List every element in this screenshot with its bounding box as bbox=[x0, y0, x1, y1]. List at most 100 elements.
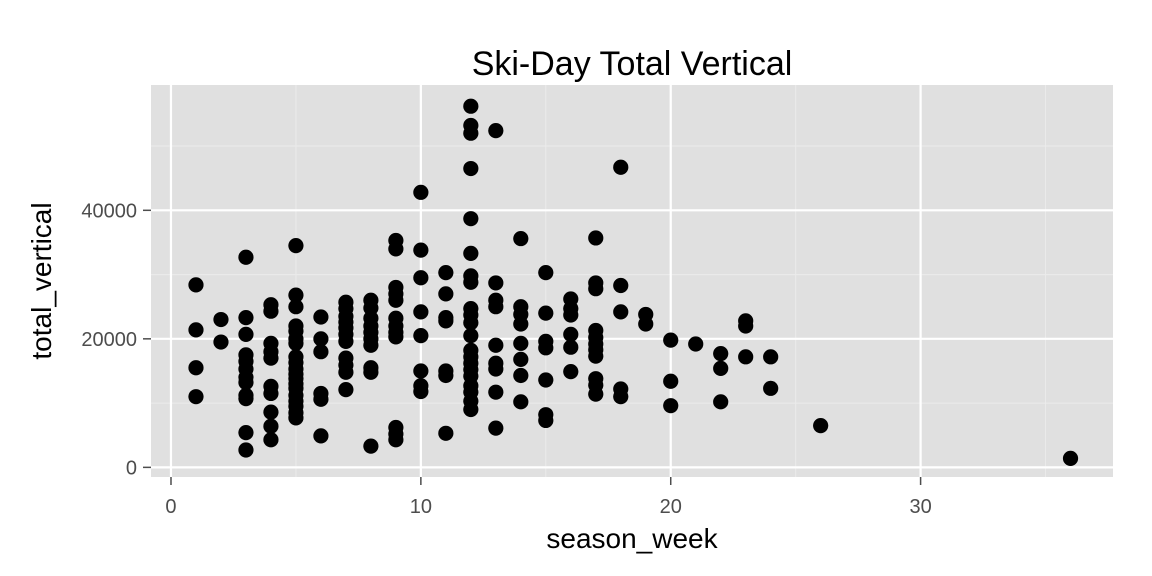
data-point bbox=[338, 333, 354, 350]
data-point bbox=[538, 265, 554, 281]
data-point bbox=[613, 159, 629, 175]
data-point bbox=[263, 350, 279, 366]
data-point bbox=[588, 281, 604, 297]
data-point bbox=[313, 309, 329, 325]
data-point bbox=[363, 364, 379, 380]
x-tick-label: 10 bbox=[410, 496, 432, 518]
x-axis-title: season_week bbox=[546, 523, 718, 554]
x-tick-label: 20 bbox=[660, 496, 682, 518]
data-point bbox=[288, 410, 304, 426]
data-point bbox=[388, 292, 404, 308]
data-point bbox=[288, 238, 304, 254]
data-point bbox=[313, 331, 329, 347]
data-point bbox=[413, 383, 429, 400]
data-point bbox=[538, 340, 554, 356]
data-point bbox=[438, 265, 454, 281]
data-point bbox=[463, 245, 479, 261]
data-point bbox=[813, 417, 829, 434]
y-tick-label: 0 bbox=[126, 457, 137, 479]
data-point bbox=[263, 432, 279, 448]
data-point bbox=[738, 318, 754, 334]
data-point bbox=[513, 230, 529, 247]
data-point bbox=[513, 351, 529, 367]
data-point bbox=[238, 249, 254, 265]
data-point bbox=[313, 428, 329, 444]
data-point bbox=[438, 425, 454, 441]
data-point bbox=[263, 303, 279, 319]
data-point bbox=[488, 299, 504, 315]
data-point bbox=[488, 123, 504, 139]
data-point bbox=[238, 326, 254, 342]
data-point bbox=[288, 335, 304, 351]
data-point bbox=[413, 328, 429, 344]
data-point bbox=[713, 346, 729, 362]
data-point bbox=[263, 418, 279, 434]
data-point bbox=[663, 398, 679, 414]
axes: 0 10 20 30 0 20000 40000 bbox=[81, 200, 931, 518]
data-point bbox=[188, 322, 204, 338]
data-point bbox=[413, 184, 429, 200]
data-point bbox=[463, 98, 479, 114]
data-point bbox=[688, 336, 704, 352]
data-point bbox=[238, 391, 254, 407]
data-point bbox=[538, 412, 554, 429]
data-point bbox=[188, 360, 204, 376]
data-point bbox=[413, 270, 429, 286]
data-point bbox=[663, 373, 679, 389]
x-tick-label: 0 bbox=[165, 496, 176, 518]
data-point bbox=[538, 372, 554, 388]
data-point bbox=[263, 404, 279, 420]
data-point bbox=[288, 287, 304, 303]
data-point bbox=[513, 367, 529, 384]
data-point bbox=[388, 432, 404, 448]
data-point bbox=[238, 310, 254, 326]
data-point bbox=[238, 425, 254, 441]
data-point bbox=[338, 382, 354, 398]
data-point bbox=[213, 334, 229, 350]
data-point bbox=[488, 361, 504, 377]
data-point bbox=[613, 277, 629, 294]
data-point bbox=[238, 374, 254, 391]
data-point bbox=[238, 442, 254, 458]
data-point bbox=[463, 315, 479, 331]
data-point bbox=[413, 363, 429, 379]
data-point bbox=[763, 380, 779, 396]
data-point bbox=[463, 125, 479, 141]
data-point bbox=[313, 344, 329, 360]
data-point bbox=[463, 160, 479, 177]
data-point bbox=[363, 337, 379, 353]
data-point bbox=[488, 275, 504, 291]
data-point bbox=[663, 332, 679, 348]
data-point bbox=[488, 337, 504, 353]
data-point bbox=[188, 389, 204, 405]
data-point bbox=[488, 420, 504, 436]
data-point bbox=[288, 299, 304, 315]
data-point bbox=[313, 391, 329, 407]
y-tick-label: 20000 bbox=[81, 329, 137, 351]
data-point bbox=[713, 394, 729, 410]
data-point bbox=[438, 313, 454, 329]
plot-panel bbox=[151, 85, 1113, 477]
data-points bbox=[188, 98, 1079, 466]
data-point bbox=[263, 385, 279, 402]
data-point bbox=[463, 401, 479, 418]
data-point bbox=[588, 386, 604, 402]
data-point bbox=[563, 307, 579, 323]
data-point bbox=[513, 335, 529, 351]
data-point bbox=[188, 277, 204, 293]
data-point bbox=[463, 211, 479, 227]
x-tick-label: 30 bbox=[909, 496, 931, 518]
data-point bbox=[638, 316, 654, 332]
data-point bbox=[713, 360, 729, 376]
data-point bbox=[438, 286, 454, 302]
data-point bbox=[338, 364, 354, 380]
data-point bbox=[763, 349, 779, 365]
data-point bbox=[738, 349, 754, 365]
data-point bbox=[588, 230, 604, 246]
data-point bbox=[463, 274, 479, 290]
data-point bbox=[363, 438, 379, 454]
data-point bbox=[513, 394, 529, 410]
data-point bbox=[513, 316, 529, 332]
data-point bbox=[438, 367, 454, 384]
